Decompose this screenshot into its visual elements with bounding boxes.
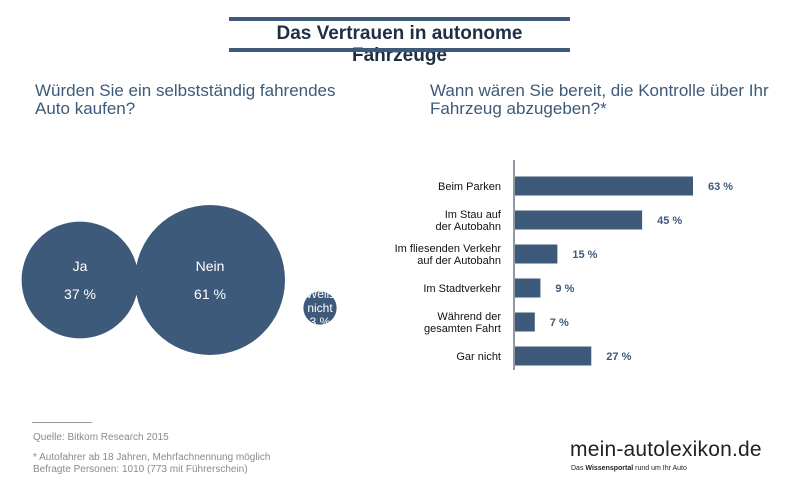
brand-logo: mein-autolexikon.de — [570, 438, 762, 461]
bubble-chart-title: Würden Sie ein selbstständig fahrendes A… — [35, 81, 336, 118]
bar-category-label-2: Im fliesenden Verkehr — [395, 243, 502, 255]
bar-chart-title: Wann wären Sie bereit, die Kontrolle übe… — [430, 81, 769, 118]
bubble-label-2: nicht — [307, 301, 333, 315]
bar-value-label-2: 15 % — [572, 249, 597, 261]
bubble-label-2: Weiß — [306, 287, 334, 301]
page-title: Das Vertrauen in autonome Fahrzeuge — [276, 23, 523, 66]
tagline-bold: Wissensportal — [585, 465, 634, 472]
title-rule-bottom — [229, 48, 570, 52]
source-note: Quelle: Bitkom Research 2015 — [33, 432, 169, 443]
footnote: * Autofahrer ab 18 Jahren, Mehrfachnennu… — [33, 452, 333, 476]
bubble-label-0: Ja — [73, 258, 88, 274]
bubble-label-1: Nein — [196, 258, 225, 274]
bar-category-label-1: der Autobahn — [436, 221, 501, 233]
bar-category-label-2: auf der Autobahn — [417, 255, 501, 267]
tagline-post: rund um Ihr Auto — [633, 465, 687, 472]
bar-category-label-3: Im Stadtverkehr — [423, 283, 501, 295]
bar-5 — [515, 346, 592, 366]
footer-rule — [32, 422, 92, 423]
bubble-1 — [135, 205, 285, 355]
bar-value-label-3: 9 % — [555, 283, 574, 295]
bubble-value-2: 3 % — [310, 315, 331, 329]
tagline-pre: Das — [571, 465, 586, 472]
footnote-line-2: Befragte Personen: 1010 (773 mit Führers… — [33, 464, 248, 475]
bar-value-label-4: 7 % — [550, 317, 569, 329]
bar-4 — [515, 312, 535, 332]
bubble-2 — [303, 291, 337, 325]
bar-value-label-1: 45 % — [657, 215, 682, 227]
bubble-0 — [21, 221, 139, 339]
bar-2 — [515, 244, 558, 264]
bar-3 — [515, 278, 541, 298]
bar-1 — [515, 210, 643, 230]
bar-category-label-4: Während der — [437, 311, 501, 323]
brand-tagline: Das Wissensportal rund um Ihr Auto — [571, 465, 687, 472]
bar-category-label-5: Gar nicht — [456, 351, 501, 363]
bar-category-label-0: Beim Parken — [438, 181, 501, 193]
footnote-line-1: * Autofahrer ab 18 Jahren, Mehrfachnennu… — [33, 452, 271, 463]
bar-category-label-4: gesamten Fahrt — [424, 323, 501, 335]
title-rule-top — [229, 17, 570, 21]
bubble-value-0: 37 % — [64, 286, 96, 302]
bubble-value-1: 61 % — [194, 286, 226, 302]
bar-value-label-0: 63 % — [708, 181, 733, 193]
bar-0 — [515, 176, 693, 196]
bar-category-label-1: Im Stau auf — [445, 209, 502, 221]
bar-value-label-5: 27 % — [606, 351, 631, 363]
